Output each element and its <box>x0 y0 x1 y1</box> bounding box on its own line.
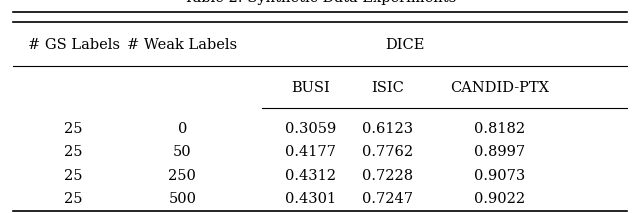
Text: 25: 25 <box>65 145 83 159</box>
Text: 0.7247: 0.7247 <box>362 192 413 206</box>
Text: 25: 25 <box>65 169 83 183</box>
Text: 0.4312: 0.4312 <box>285 169 336 183</box>
Text: 0: 0 <box>178 122 187 136</box>
Text: # GS Labels: # GS Labels <box>28 38 120 52</box>
Text: 25: 25 <box>65 122 83 136</box>
Text: 0.9022: 0.9022 <box>474 192 525 206</box>
Text: 0.9073: 0.9073 <box>474 169 525 183</box>
Text: 0.7762: 0.7762 <box>362 145 413 159</box>
Text: BUSI: BUSI <box>291 81 330 95</box>
Text: 0.4177: 0.4177 <box>285 145 336 159</box>
Text: 50: 50 <box>173 145 192 159</box>
Text: 250: 250 <box>168 169 196 183</box>
Text: 500: 500 <box>168 192 196 206</box>
Text: # Weak Labels: # Weak Labels <box>127 38 237 52</box>
Text: 0.3059: 0.3059 <box>285 122 336 136</box>
Text: ISIC: ISIC <box>371 81 404 95</box>
Text: Table 2: Synthetic Data Experiments: Table 2: Synthetic Data Experiments <box>184 0 456 6</box>
Text: 0.4301: 0.4301 <box>285 192 336 206</box>
Text: 0.6123: 0.6123 <box>362 122 413 136</box>
Text: 25: 25 <box>65 192 83 206</box>
Text: 0.8182: 0.8182 <box>474 122 525 136</box>
Text: CANDID-PTX: CANDID-PTX <box>450 81 548 95</box>
Text: 0.8997: 0.8997 <box>474 145 525 159</box>
Text: DICE: DICE <box>385 38 424 52</box>
Text: 0.7228: 0.7228 <box>362 169 413 183</box>
